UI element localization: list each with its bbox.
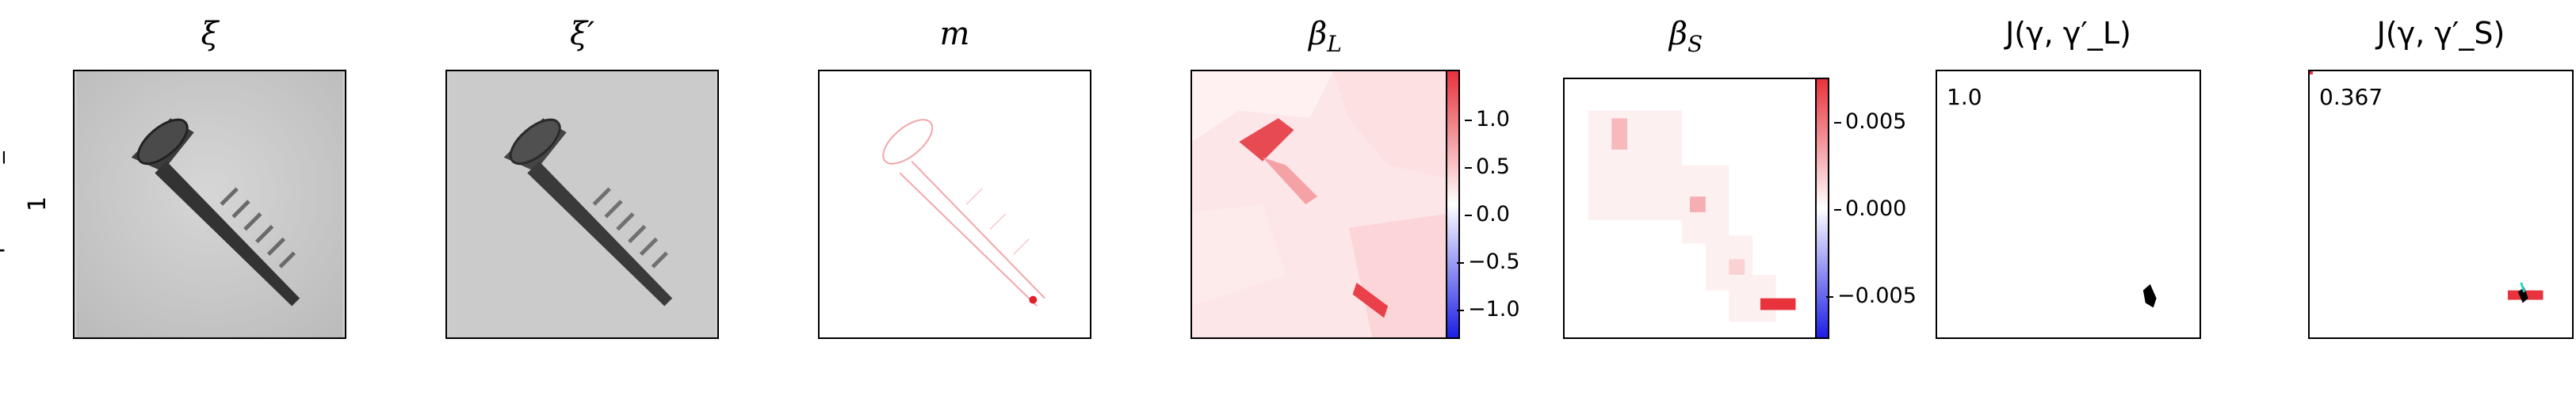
colorbar-tick: 0.5 (1465, 154, 1510, 179)
screw-illustration (449, 71, 716, 337)
panel-xi: ξ (73, 16, 346, 341)
panel-title: J(γ, γ′_S) (2376, 16, 2505, 51)
colorbar-tick: 1.0 (1465, 107, 1510, 131)
colorbar-tick: −0.5 (1457, 249, 1520, 274)
colorbar-tick: 0.000 (1833, 196, 1907, 221)
panel-title: ξ′ (569, 16, 595, 52)
j-small-overlay (2310, 71, 2544, 303)
panel-title-main: β (1668, 16, 1687, 52)
j-small-map: 0.367 (2308, 70, 2574, 339)
panel-j-large: J(γ, γ′_L) 1.0 (1936, 16, 2201, 341)
panel-title-sub: S (1687, 31, 1703, 57)
screw-image-manipulated (445, 70, 719, 339)
beta-l-heatmap (1191, 70, 1460, 339)
panel-title: βL (1191, 16, 1460, 57)
beta-s-heatmap (1563, 78, 1825, 339)
mask-heatmap (821, 71, 1088, 337)
screw-illustration (76, 71, 343, 337)
panel-title: m (939, 16, 970, 52)
panel-beta-s: βS 0.005 0.000 −0.005 (1563, 16, 1928, 341)
panel-m: m (818, 16, 1091, 341)
beta-l-segments (1192, 71, 1458, 337)
jaccard-value: 1.0 (1947, 84, 1982, 110)
colorbar-tick: −0.005 (1826, 284, 1917, 308)
panel-title: ξ (201, 16, 219, 52)
beta-s-colorbar (1815, 78, 1829, 339)
screw-image (73, 70, 346, 339)
colorbar-tick: 0.005 (1833, 109, 1907, 134)
mask-map (818, 70, 1091, 339)
beta-s-grid (1565, 79, 1823, 337)
panel-title-sub: L (1327, 31, 1342, 57)
j-large-map: 1.0 (1936, 70, 2201, 339)
jaccard-value: 0.367 (2319, 84, 2383, 110)
panel-j-small: J(γ, γ′_S) 0.367 (2308, 16, 2574, 341)
row-label: manipulated_front 1 (0, 63, 63, 333)
beta-l-colorbar (1446, 70, 1460, 339)
panel-title-main: β (1309, 16, 1328, 52)
panel-title: J(γ, γ′_L) (2005, 16, 2131, 51)
colorbar-tick: −1.0 (1457, 297, 1520, 322)
panel-beta-l: βL 1.0 0.5 0.0 −0.5 −1.0 (1191, 16, 1531, 341)
j-large-overlay (2142, 284, 2157, 308)
panel-title: βS (1563, 16, 1809, 57)
row-label-name: manipulated_front (0, 94, 6, 314)
panel-xi-prime: ξ′ (445, 16, 719, 341)
row-label-index: 1 (24, 196, 52, 212)
colorbar-tick: 0.0 (1465, 202, 1510, 227)
